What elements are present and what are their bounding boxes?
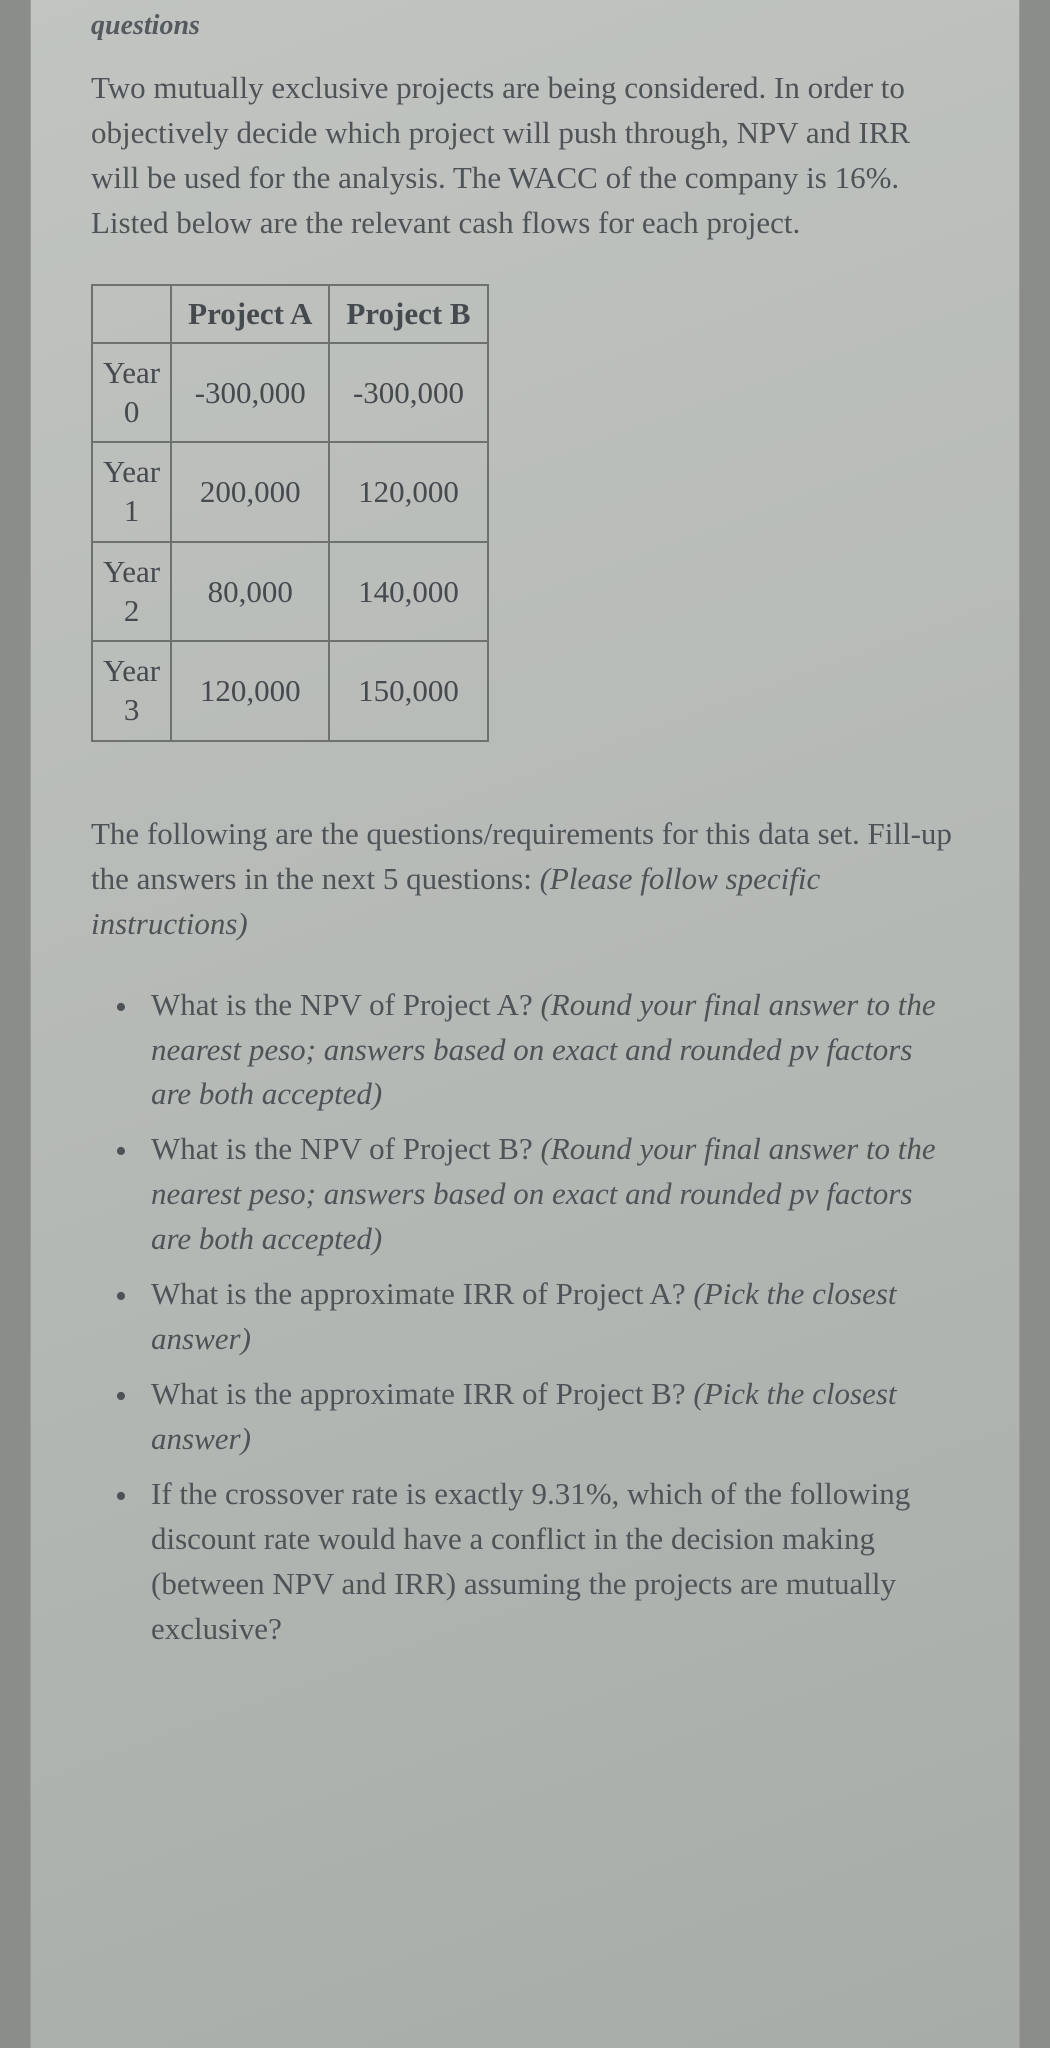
year-num: 2	[124, 593, 140, 628]
year-word: Year	[103, 554, 160, 589]
year-num: 0	[124, 394, 140, 429]
table-row: Year 0 -300,000 -300,000	[92, 343, 488, 443]
question-text: If the crossover rate is exactly 9.31%, …	[151, 1476, 910, 1646]
cell-project-a: -300,000	[171, 343, 329, 443]
col-header-project-b: Project B	[329, 285, 487, 343]
table-row: Year 3 120,000 150,000	[92, 641, 488, 741]
list-item: What is the NPV of Project B? (Round you…	[151, 1127, 959, 1262]
questions-list: What is the NPV of Project A? (Round you…	[91, 983, 959, 1652]
question-text: What is the approximate IRR of Project A…	[151, 1276, 693, 1311]
cell-project-a: 120,000	[171, 641, 329, 741]
questions-intro-text: The following are the questions/requirem…	[91, 816, 952, 896]
cell-project-a: 80,000	[171, 542, 329, 642]
question-text: What is the NPV of Project A?	[151, 987, 540, 1022]
cell-project-b: 120,000	[329, 442, 487, 542]
list-item: What is the approximate IRR of Project A…	[151, 1272, 959, 1362]
row-year-label: Year 0	[92, 343, 171, 443]
year-num: 3	[124, 692, 140, 727]
cell-project-b: 150,000	[329, 641, 487, 741]
questions-intro: The following are the questions/requirem…	[91, 812, 959, 947]
table-corner-cell	[92, 285, 171, 343]
table-row: Year 1 200,000 120,000	[92, 442, 488, 542]
cell-project-b: 140,000	[329, 542, 487, 642]
page: questions Two mutually exclusive project…	[30, 0, 1020, 2048]
list-item: What is the NPV of Project A? (Round you…	[151, 983, 959, 1118]
cashflow-table: Project A Project B Year 0 -300,000 -300…	[91, 284, 489, 742]
year-word: Year	[103, 355, 160, 390]
col-header-project-a: Project A	[171, 285, 329, 343]
list-item: What is the approximate IRR of Project B…	[151, 1372, 959, 1462]
cell-project-a: 200,000	[171, 442, 329, 542]
intro-paragraph: Two mutually exclusive projects are bein…	[91, 66, 959, 246]
table-header-row: Project A Project B	[92, 285, 488, 343]
cell-project-b: -300,000	[329, 343, 487, 443]
list-item: If the crossover rate is exactly 9.31%, …	[151, 1472, 959, 1652]
section-header: questions	[91, 10, 959, 42]
year-word: Year	[103, 454, 160, 489]
question-text: What is the NPV of Project B?	[151, 1131, 540, 1166]
table-row: Year 2 80,000 140,000	[92, 542, 488, 642]
question-text: What is the approximate IRR of Project B…	[151, 1376, 693, 1411]
row-year-label: Year 1	[92, 442, 171, 542]
row-year-label: Year 2	[92, 542, 171, 642]
year-num: 1	[124, 493, 140, 528]
year-word: Year	[103, 653, 160, 688]
row-year-label: Year 3	[92, 641, 171, 741]
